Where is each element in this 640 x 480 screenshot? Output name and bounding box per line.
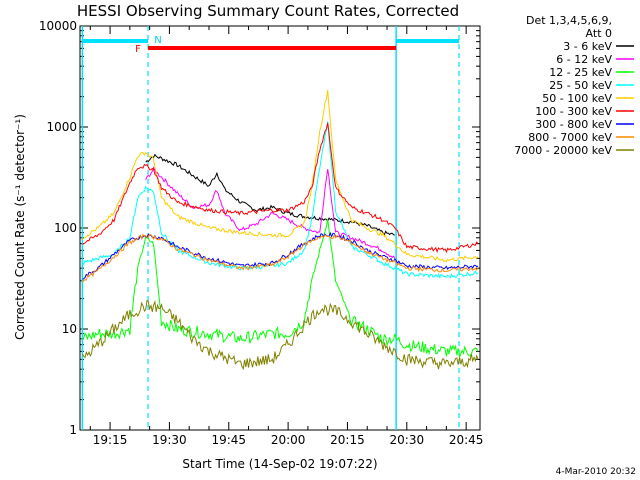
series-line-7 [82, 233, 479, 283]
y-axis-label: Corrected Count Rate (s⁻¹ detector⁻¹) [13, 114, 27, 340]
x-tick-label: 19:30 [152, 433, 187, 447]
x-tick-label: 19:45 [211, 433, 246, 447]
x-tick-label: 20:45 [449, 433, 484, 447]
y-tick-label: 1 [69, 423, 77, 437]
x-axis-label: Start Time (14-Sep-02 19:07:22) [182, 457, 377, 471]
legend-header-line: Det 1,3,4,5,6,9, [526, 14, 612, 27]
series-line-1 [145, 166, 396, 259]
y-tick-label: 10000 [39, 19, 77, 33]
legend-entry-label: 300 - 800 keV [535, 118, 612, 131]
chart-title: HESSI Observing Summary Count Rates, Cor… [77, 2, 459, 20]
x-tick-label: 20:15 [330, 433, 365, 447]
series-line-3 [81, 121, 479, 279]
legend-entry-label: 25 - 50 keV [549, 79, 612, 92]
legend-entry-label: 7000 - 20000 keV [514, 144, 612, 157]
flare-marker-label: F [135, 44, 141, 55]
legend-entry-label: 6 - 12 keV [556, 53, 612, 66]
legend-header-line: Att 0 [586, 27, 612, 40]
plot-area: 1 10 100 1000 10000 19:15 19:30 19:45 20:00 20:15… [39, 19, 484, 447]
y-tick-label: 1000 [46, 120, 77, 134]
series-line-0 [145, 153, 396, 236]
y-tick-label: 10 [62, 322, 77, 336]
render-timestamp: 4-Mar-2010 20:32 [556, 467, 636, 477]
plot-frame [79, 25, 481, 431]
y-tick-label: 100 [54, 221, 77, 235]
legend-entry-label: 800 - 7000 keV [528, 131, 612, 144]
legend-entry-label: 100 - 300 keV [535, 105, 612, 118]
x-tick-label: 20:30 [390, 433, 425, 447]
x-tick-label: 19:15 [93, 433, 128, 447]
legend-entry-label: 50 - 100 keV [542, 92, 612, 105]
series-line-4 [82, 90, 479, 263]
series-line-8 [81, 299, 479, 371]
series-line-5 [82, 122, 479, 254]
night-marker-label: N [154, 35, 161, 46]
x-tick-label: 20:00 [271, 433, 306, 447]
series-line-2 [82, 219, 479, 358]
legend-entry-label: 12 - 25 keV [549, 66, 612, 79]
legend-entry-label: 3 - 6 keV [563, 40, 612, 53]
